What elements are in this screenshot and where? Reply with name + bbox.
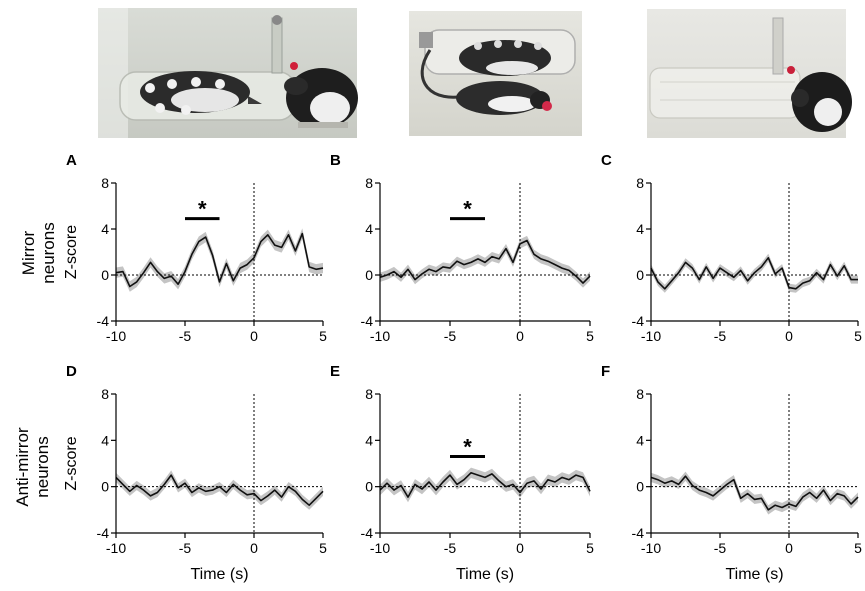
panel-A: A -4 0 4 8 -10 -5 0 5 Z-score *: [63, 152, 327, 344]
y-tick-label-C: 8: [636, 175, 644, 191]
x-tick-label-B: 0: [516, 328, 524, 344]
y-tick-label-B: 8: [365, 175, 373, 191]
x-tick-label-E: -5: [444, 540, 457, 556]
sem-band-A: [116, 228, 323, 292]
mean-trace-B: [379, 239, 591, 284]
x-tick-label-A: 5: [319, 328, 327, 344]
y-tick-label-C: 0: [636, 267, 644, 283]
photo-rats-overhead: [409, 11, 582, 136]
x-tick-label-C: -5: [714, 328, 727, 344]
panel-D: D -4 0 4 8 -10 -5 0 5 Z-score Time (s): [63, 363, 327, 583]
panel-B: B -4 0 4 8 -10 -5 0 5 *: [330, 152, 594, 344]
panel-E: E -4 0 4 8 -10 -5 0 5 Time (s) *: [330, 363, 594, 583]
y-tick-label-A: 4: [101, 221, 109, 237]
x-axis-label-F: Time (s): [725, 566, 783, 583]
x-tick-label-E: -10: [370, 540, 390, 556]
x-tick-label-C: -10: [641, 328, 661, 344]
panel-letter-B: B: [330, 152, 341, 169]
sem-band-E: [380, 467, 590, 503]
y-tick-label-D: -4: [97, 525, 110, 541]
y-tick-label-D: 8: [101, 386, 109, 402]
sem-band-D: [116, 470, 323, 510]
panel-letter-A: A: [66, 152, 77, 169]
panel-letter-E: E: [330, 363, 340, 380]
x-tick-label-A: -10: [106, 328, 126, 344]
row-label-anti-line1: Anti-mirror: [13, 427, 32, 507]
mean-trace-A: [115, 232, 324, 288]
y-tick-label-B: 0: [365, 267, 373, 283]
y-tick-label-D: 4: [101, 432, 109, 448]
y-tick-label-E: 0: [365, 479, 373, 495]
x-axis-label-E: Time (s): [456, 566, 514, 583]
x-tick-label-D: -5: [179, 540, 192, 556]
x-tick-label-A: 0: [250, 328, 258, 344]
x-tick-label-B: -5: [444, 328, 457, 344]
photo-rat-alone: [647, 9, 852, 138]
mean-trace-C: [650, 257, 858, 290]
y-tick-label-F: 0: [636, 479, 644, 495]
y-tick-label-E: -4: [361, 525, 374, 541]
x-tick-label-C: 0: [785, 328, 793, 344]
row-label-mirror: Mirror neurons: [19, 222, 58, 283]
significance-star-A: *: [198, 197, 207, 222]
y-tick-label-C: -4: [632, 313, 645, 329]
y-tick-label-D: 0: [101, 479, 109, 495]
y-tick-label-A: -4: [97, 313, 110, 329]
panel-letter-D: D: [66, 363, 77, 380]
mean-trace-F: [650, 475, 859, 511]
y-tick-label-E: 8: [365, 386, 373, 402]
panel-C: C -4 0 4 8 -10 -5 0 5: [601, 152, 862, 344]
x-tick-label-E: 0: [516, 540, 524, 556]
x-tick-label-F: 5: [854, 540, 862, 556]
y-axis-label-A: Z-score: [63, 225, 80, 279]
row-label-anti: Anti-mirror neurons: [13, 427, 52, 507]
y-tick-label-B: 4: [365, 221, 373, 237]
x-tick-label-D: 5: [319, 540, 327, 556]
row-label-mirror-line1: Mirror: [19, 230, 38, 275]
panel-letter-F: F: [601, 363, 610, 380]
x-tick-label-F: -10: [641, 540, 661, 556]
row-label-anti-line2: neurons: [33, 436, 52, 497]
row-label-mirror-line2: neurons: [39, 222, 58, 283]
x-tick-label-C: 5: [854, 328, 862, 344]
y-tick-label-F: 4: [636, 432, 644, 448]
x-axis-label-D: Time (s): [190, 566, 248, 583]
y-tick-label-A: 0: [101, 267, 109, 283]
y-tick-label-E: 4: [365, 432, 373, 448]
panel-F: F -4 0 4 8 -10 -5 0 5 Time (s): [601, 363, 862, 583]
significance-star-B: *: [463, 197, 472, 222]
mean-trace-E: [379, 472, 591, 498]
x-tick-label-E: 5: [586, 540, 594, 556]
x-tick-label-B: 5: [586, 328, 594, 344]
y-tick-label-F: 8: [636, 386, 644, 402]
x-tick-label-F: -5: [714, 540, 727, 556]
y-tick-label-B: -4: [361, 313, 374, 329]
photo-rats-observing: [98, 8, 358, 138]
y-tick-label-A: 8: [101, 175, 109, 191]
x-tick-label-F: 0: [785, 540, 793, 556]
sem-band-F: [651, 471, 858, 515]
x-tick-label-B: -10: [370, 328, 390, 344]
y-tick-label-F: -4: [632, 525, 645, 541]
mean-trace-D: [115, 474, 324, 506]
significance-star-E: *: [463, 435, 472, 460]
chart-panels: A -4 0 4 8 -10 -5 0 5 Z-score * B -4 0 4 8 -10 -5 0 5 * C -4 0 4…: [63, 152, 862, 583]
y-tick-label-C: 4: [636, 221, 644, 237]
panel-letter-C: C: [601, 152, 612, 169]
y-axis-label-D: Z-score: [63, 436, 80, 490]
x-tick-label-A: -5: [179, 328, 192, 344]
x-tick-label-D: -10: [106, 540, 126, 556]
x-tick-label-D: 0: [250, 540, 258, 556]
